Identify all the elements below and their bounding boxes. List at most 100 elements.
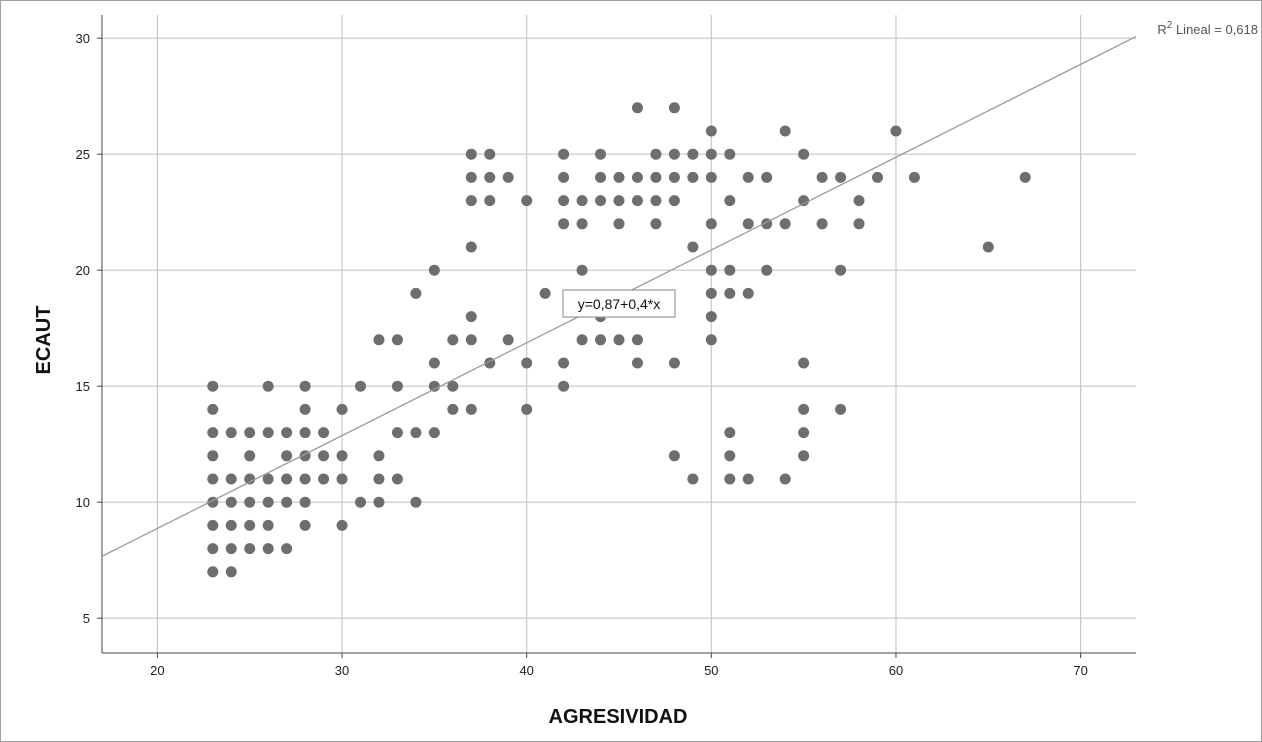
data-point <box>595 171 607 183</box>
data-point <box>373 450 385 462</box>
data-point <box>613 218 625 230</box>
data-point <box>705 218 717 230</box>
data-point <box>742 287 754 299</box>
data-point <box>724 148 736 160</box>
data-point <box>521 195 533 207</box>
data-point <box>558 218 570 230</box>
data-point <box>225 543 237 555</box>
data-point <box>558 171 570 183</box>
data-point <box>539 287 551 299</box>
data-point <box>558 195 570 207</box>
y-tick-label-5: 5 <box>83 611 90 626</box>
data-point <box>207 403 219 415</box>
data-point <box>373 496 385 508</box>
data-point <box>705 264 717 276</box>
x-tick-label-40: 40 <box>519 663 533 678</box>
data-point <box>724 427 736 439</box>
data-point <box>705 148 717 160</box>
data-point <box>410 496 422 508</box>
data-point <box>391 427 403 439</box>
data-point <box>798 148 810 160</box>
data-point <box>428 264 440 276</box>
data-point <box>262 427 274 439</box>
data-point <box>650 195 662 207</box>
equation-box-border <box>562 289 676 318</box>
data-point <box>668 171 680 183</box>
data-point <box>262 380 274 392</box>
data-point <box>558 380 570 392</box>
data-point <box>779 125 791 137</box>
data-point <box>244 427 256 439</box>
data-point <box>705 334 717 346</box>
data-point <box>336 473 348 485</box>
data-point <box>465 403 477 415</box>
data-point <box>558 148 570 160</box>
data-point <box>428 380 440 392</box>
data-point <box>631 334 643 346</box>
data-point <box>816 218 828 230</box>
data-point <box>576 195 588 207</box>
r-squared-value: Lineal = 0,618 <box>1172 22 1258 37</box>
data-point <box>724 450 736 462</box>
data-point <box>465 148 477 160</box>
data-point <box>391 473 403 485</box>
data-point <box>244 543 256 555</box>
data-point <box>650 218 662 230</box>
y-axis-title: ECAUT <box>33 306 55 375</box>
data-point <box>835 264 847 276</box>
data-point <box>299 427 311 439</box>
data-point <box>631 195 643 207</box>
data-point <box>761 264 773 276</box>
data-point <box>705 287 717 299</box>
data-point <box>391 334 403 346</box>
data-point <box>631 102 643 114</box>
data-point <box>336 450 348 462</box>
data-point <box>281 450 293 462</box>
data-point <box>299 403 311 415</box>
data-point <box>281 543 293 555</box>
data-point <box>207 566 219 578</box>
data-point <box>244 519 256 531</box>
data-point <box>447 403 459 415</box>
data-point <box>318 473 330 485</box>
data-point <box>779 473 791 485</box>
data-point <box>576 334 588 346</box>
data-point <box>207 380 219 392</box>
r-squared-prefix: R <box>1157 22 1166 37</box>
data-point <box>890 125 902 137</box>
data-point <box>281 427 293 439</box>
data-point <box>262 519 274 531</box>
data-point <box>244 450 256 462</box>
data-point <box>465 195 477 207</box>
data-point <box>576 264 588 276</box>
data-point <box>281 496 293 508</box>
data-point <box>687 148 699 160</box>
data-point <box>465 334 477 346</box>
data-point <box>299 380 311 392</box>
data-point <box>465 311 477 323</box>
gridlines <box>102 15 1136 653</box>
data-point <box>742 473 754 485</box>
data-point <box>447 334 459 346</box>
data-point <box>631 357 643 369</box>
data-point <box>521 403 533 415</box>
data-point <box>521 357 533 369</box>
data-point <box>853 218 865 230</box>
data-point <box>225 427 237 439</box>
data-point <box>668 450 680 462</box>
data-point <box>595 195 607 207</box>
data-point <box>355 380 366 392</box>
data-point <box>465 241 477 253</box>
data-point <box>761 171 773 183</box>
data-point <box>225 519 237 531</box>
data-point <box>742 218 754 230</box>
data-point <box>687 241 699 253</box>
data-point <box>1019 171 1031 183</box>
data-point <box>502 334 514 346</box>
r-squared-label: R2 Lineal = 0,618 <box>1157 20 1258 37</box>
data-point <box>207 473 219 485</box>
data-point <box>207 450 219 462</box>
data-point <box>410 287 422 299</box>
tick-labels: 20 30 40 50 60 70 5 10 15 20 25 30 <box>76 31 1088 678</box>
